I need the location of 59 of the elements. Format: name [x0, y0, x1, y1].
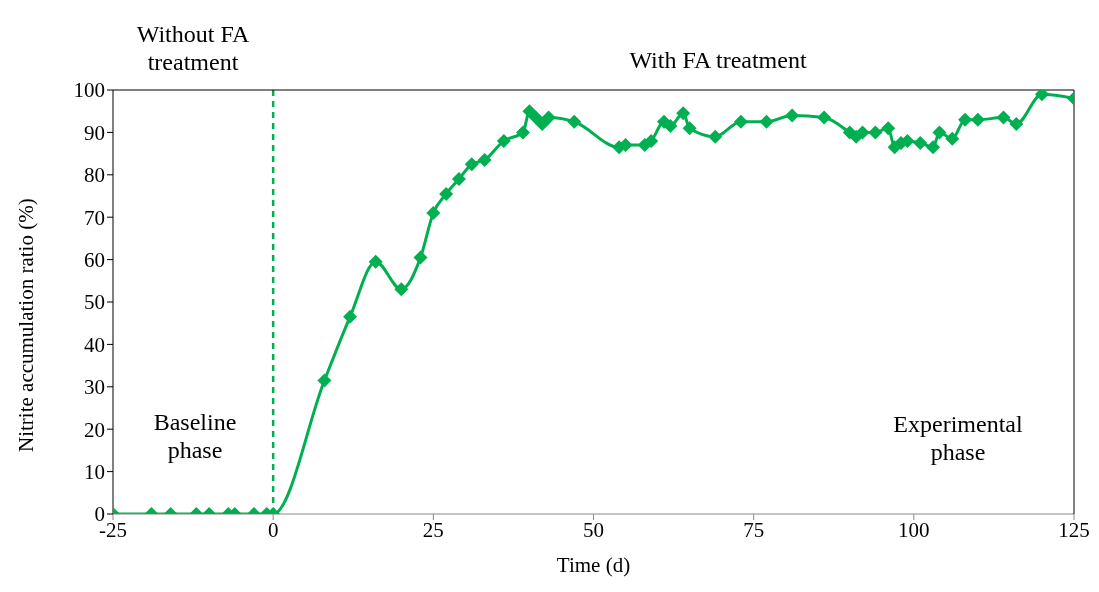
y-tick-label: 50 [84, 290, 105, 315]
y-tick-label: 100 [73, 78, 105, 103]
point [926, 140, 941, 155]
y-tick-label: 60 [84, 248, 105, 273]
point [996, 110, 1011, 125]
point [733, 114, 748, 129]
point [881, 121, 896, 136]
point [759, 114, 774, 129]
y-tick-label: 40 [84, 332, 105, 357]
x-tick-label: 75 [743, 517, 765, 542]
point [676, 106, 691, 121]
point [496, 133, 511, 148]
point [1034, 90, 1049, 102]
point [817, 110, 832, 125]
point [426, 205, 441, 220]
point [708, 129, 723, 144]
x-tick-label: 0 [267, 517, 279, 542]
text: With FA treatment [628, 46, 808, 74]
point [682, 121, 697, 136]
point [439, 186, 454, 201]
annotation: Baseline phase [152, 408, 238, 464]
point [644, 133, 659, 148]
point [567, 114, 582, 129]
point [663, 119, 678, 134]
point [913, 136, 928, 150]
point [522, 104, 537, 119]
point [945, 131, 960, 146]
y-tick-label: 10 [84, 460, 105, 485]
point [343, 309, 358, 324]
x-tick-label: 25 [422, 517, 444, 542]
x-tick-label: 50 [583, 517, 604, 542]
point [785, 108, 800, 123]
y-tick-label: 90 [84, 120, 105, 145]
text: Without FA treatment [135, 20, 251, 76]
point [394, 282, 409, 297]
y-tick-label: 20 [84, 417, 105, 442]
x-tick-label: 125 [1058, 517, 1090, 542]
y-axis-title: Nitrite accumulation ratio (%) [14, 198, 39, 452]
x-tick-label: 100 [898, 517, 930, 542]
point [1009, 116, 1024, 131]
point [451, 172, 466, 187]
x-axis-title: Time (d) [556, 553, 631, 577]
point [464, 157, 479, 172]
point [477, 152, 492, 167]
point [970, 112, 985, 127]
annotation: Experimental phase [892, 410, 1024, 466]
point [413, 250, 428, 265]
y-tick-label: 70 [84, 205, 105, 230]
point [958, 112, 973, 127]
point [855, 125, 870, 140]
point [516, 125, 531, 140]
point [932, 125, 947, 140]
point [528, 110, 543, 125]
y-tick-label: 80 [84, 163, 105, 188]
point [868, 125, 883, 140]
point [535, 116, 550, 131]
point [368, 254, 383, 269]
y-tick-label: 30 [84, 375, 105, 400]
point [541, 110, 556, 125]
